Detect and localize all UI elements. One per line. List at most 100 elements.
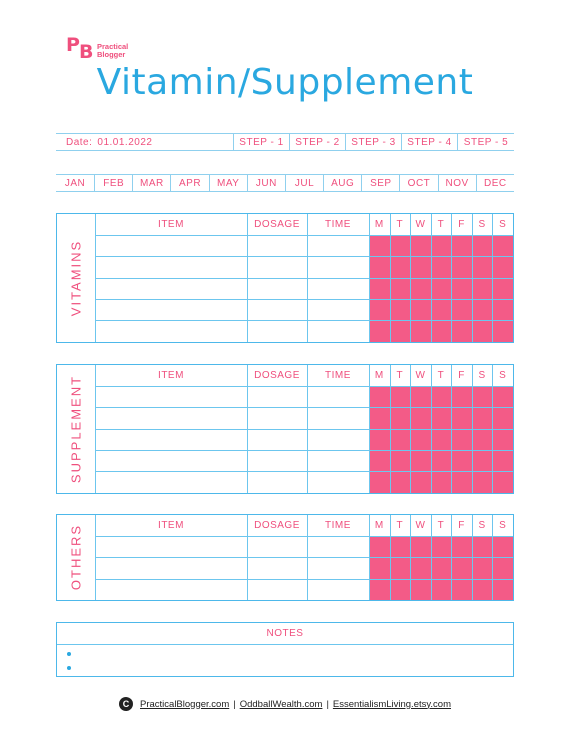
- month-10[interactable]: NOV: [437, 175, 476, 191]
- notes-bullet-2: [67, 666, 71, 670]
- table-row[interactable]: [96, 558, 369, 578]
- logo-text: Practical Blogger: [97, 43, 128, 59]
- month-7[interactable]: AUG: [323, 175, 361, 191]
- table-row[interactable]: [96, 580, 369, 600]
- month-row: JAN FEB MAR APR MAY JUN JUL AUG SEP OCT NOV DEC: [56, 174, 514, 192]
- date-cell[interactable]: Date: 01.01.2022: [56, 134, 233, 150]
- section-table-supplement: ITEM DOSAGE TIME M T W T F S S SUPPLEMENT: [56, 364, 514, 494]
- month-8[interactable]: SEP: [361, 175, 399, 191]
- header-day-1: T: [396, 219, 404, 230]
- notes-title: NOTES: [266, 628, 304, 639]
- header-time: TIME: [325, 219, 351, 230]
- row-divider: [95, 428, 513, 430]
- date-label: Date:: [66, 136, 93, 148]
- header-item: ITEM: [158, 370, 184, 381]
- date-steps-row: Date: 01.01.2022 STEP - 1 STEP - 2 STEP …: [56, 133, 514, 151]
- header-item: ITEM: [158, 520, 184, 531]
- table-row[interactable]: [96, 472, 369, 492]
- day-tracker-fill[interactable]: [369, 536, 513, 600]
- footer-link-oddballwealth[interactable]: OddballWealth.com: [239, 698, 323, 710]
- notes-bullet-1: [67, 652, 71, 656]
- row-divider: [95, 536, 513, 537]
- header-item: ITEM: [158, 219, 184, 230]
- logo-mark-b: B: [78, 41, 94, 63]
- table-row[interactable]: [96, 387, 369, 407]
- header-time: TIME: [325, 370, 351, 381]
- header-day-3: T: [437, 370, 445, 381]
- table-row[interactable]: [96, 300, 369, 320]
- footer-link-essentialism[interactable]: EssentialismLiving.etsy.com: [332, 698, 451, 710]
- step-3[interactable]: STEP - 3: [345, 134, 401, 150]
- table-row[interactable]: [96, 321, 369, 341]
- header-day-6: S: [499, 370, 507, 381]
- section-table-others: ITEM DOSAGE TIME M T W T F S S OTHERS: [56, 514, 514, 601]
- month-5[interactable]: JUN: [246, 175, 285, 191]
- header-dosage: DOSAGE: [254, 370, 300, 381]
- logo-line-2: Blogger: [97, 50, 126, 59]
- table-row[interactable]: [96, 430, 369, 450]
- header-day-4: F: [458, 370, 465, 381]
- section-label-others: OTHERS: [68, 524, 84, 591]
- month-6[interactable]: JUL: [284, 175, 323, 191]
- notes-divider: [57, 644, 513, 645]
- logo-mark: PB: [66, 34, 93, 62]
- header-day-3: T: [437, 520, 445, 531]
- month-9[interactable]: OCT: [399, 175, 437, 191]
- row-divider: [95, 449, 513, 451]
- section-label-supplement: SUPPLEMENT: [68, 374, 84, 483]
- header-day-2: W: [415, 520, 426, 531]
- month-11[interactable]: DEC: [475, 175, 514, 191]
- table-row[interactable]: [96, 257, 369, 277]
- row-divider: [95, 320, 513, 322]
- header-day-1: T: [396, 520, 404, 531]
- header-day-5: S: [478, 520, 486, 531]
- day-tracker-fill[interactable]: [369, 235, 513, 342]
- header-time: TIME: [325, 520, 351, 531]
- header-dosage: DOSAGE: [254, 520, 300, 531]
- row-divider: [95, 386, 513, 387]
- row-divider: [95, 256, 513, 258]
- table-row[interactable]: [96, 408, 369, 428]
- logo-line-1: Practical: [97, 42, 129, 51]
- logo-mark-p: P: [66, 34, 80, 56]
- step-4[interactable]: STEP - 4: [401, 134, 457, 150]
- row-divider: [95, 277, 513, 279]
- table-row[interactable]: [96, 451, 369, 471]
- step-1[interactable]: STEP - 1: [233, 134, 289, 150]
- table-row[interactable]: [96, 236, 369, 256]
- row-divider: [95, 471, 513, 473]
- header-dosage: DOSAGE: [254, 219, 300, 230]
- page-title: Vitamin/Supplement: [96, 62, 474, 103]
- header-day-4: F: [458, 219, 465, 230]
- month-2[interactable]: MAR: [132, 175, 170, 191]
- step-2[interactable]: STEP - 2: [289, 134, 345, 150]
- month-4[interactable]: MAY: [208, 175, 247, 191]
- header-day-2: W: [415, 370, 426, 381]
- footer-separator-2: |: [326, 698, 329, 710]
- header-day-4: F: [458, 520, 465, 531]
- table-row[interactable]: [96, 279, 369, 299]
- row-divider: [95, 407, 513, 409]
- date-value: 01.01.2022: [97, 136, 153, 148]
- header-day-0: M: [374, 370, 384, 381]
- row-divider: [95, 235, 513, 236]
- header-day-0: M: [374, 219, 384, 230]
- month-0[interactable]: JAN: [64, 177, 86, 189]
- section-label-vitamins: VITAMINS: [68, 239, 84, 316]
- header-day-2: W: [415, 219, 426, 230]
- notes-box[interactable]: NOTES: [56, 622, 514, 677]
- footer-link-practicalblogger[interactable]: PracticalBlogger.com: [140, 698, 230, 710]
- step-5[interactable]: STEP - 5: [457, 134, 514, 150]
- footer: C PracticalBlogger.com | OddballWealth.c…: [0, 697, 570, 711]
- header-day-0: M: [374, 520, 384, 531]
- row-divider: [95, 578, 513, 580]
- day-tracker-fill[interactable]: [369, 386, 513, 493]
- header-day-6: S: [499, 219, 507, 230]
- row-divider: [95, 557, 513, 559]
- month-1[interactable]: FEB: [94, 175, 132, 191]
- section-table-vitamins: ITEM DOSAGE TIME M T W T F S S VITAMINS: [56, 213, 514, 343]
- header-day-5: S: [478, 219, 486, 230]
- copyright-icon: C: [119, 697, 133, 711]
- table-row[interactable]: [96, 537, 369, 557]
- month-3[interactable]: APR: [170, 175, 208, 191]
